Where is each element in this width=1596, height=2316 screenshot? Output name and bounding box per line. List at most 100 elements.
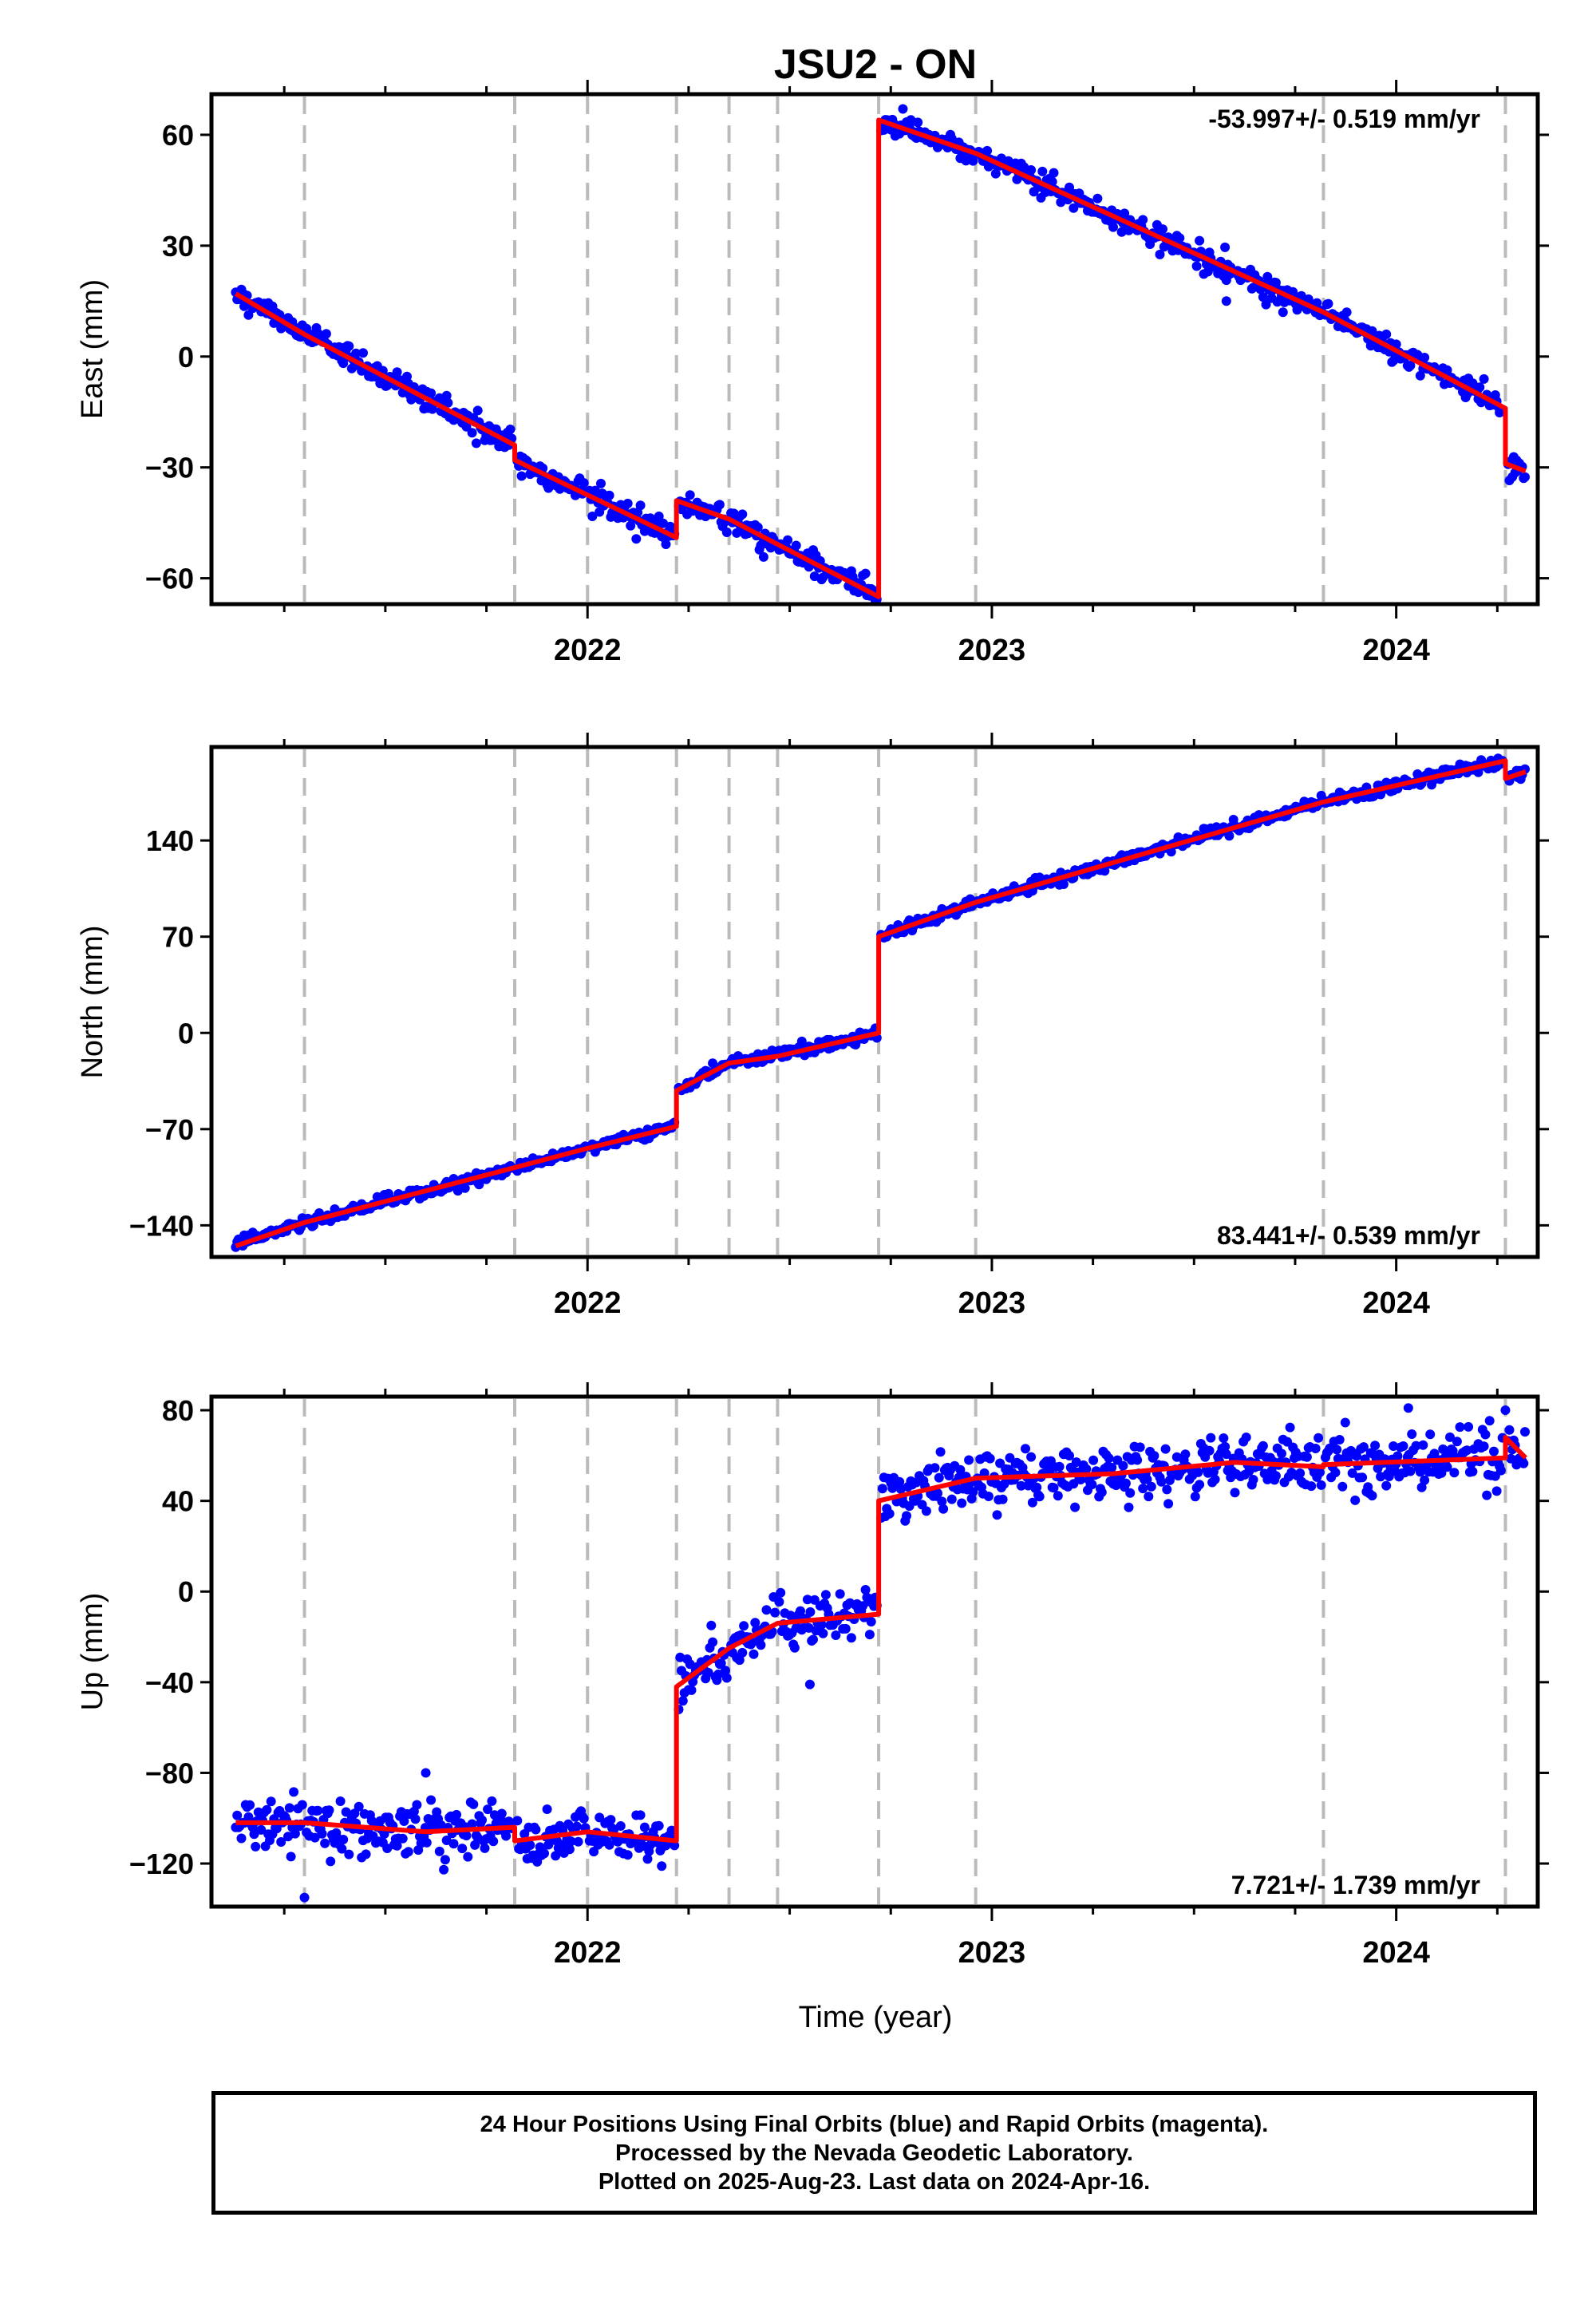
data-point [1464,1421,1474,1432]
data-point [571,1821,582,1832]
data-point [1175,233,1185,243]
data-point [460,1183,470,1193]
data-point [1519,1458,1529,1468]
data-point [1107,1462,1117,1472]
data-point [756,1640,766,1650]
data-point [1021,1444,1030,1454]
y-tick-label: −80 [145,1757,194,1789]
data-point [351,348,361,358]
data-point [934,1472,944,1483]
data-point [631,534,642,544]
data-point [1332,1445,1342,1455]
data-point [1221,1449,1231,1460]
data-point [421,1837,432,1848]
data-point [1069,203,1079,213]
data-point [379,1829,389,1839]
model-line [235,1435,1527,1844]
data-point [256,1824,267,1835]
data-point [573,1836,583,1847]
data-point [1104,1453,1114,1464]
data-point [840,1623,851,1634]
panels: −60 −30 0 30 60 2022 2023 2024 East (mm) -53.997+… [76,80,1549,1970]
data-point [1504,1425,1515,1435]
data-point [412,1800,422,1810]
data-point [551,1851,561,1861]
data-point [335,1796,346,1806]
data-point [289,1787,299,1797]
data-point [1191,261,1202,271]
data-point [1323,298,1333,309]
data-point [604,490,614,500]
data-point [1482,1490,1492,1500]
data-point [1162,1484,1172,1495]
data-point [461,1831,472,1841]
footer-box: 24 Hour Positions Using Final Orbits (bl… [211,2091,1537,2215]
data-point [657,1861,667,1871]
data-point [860,1585,871,1595]
rate-label: 7.721+/- 1.739 mm/yr [1231,1871,1480,1899]
data-point-outlier [299,1892,310,1903]
data-point [1285,1422,1295,1433]
data-point [860,568,871,579]
data-point-outlier [898,104,908,114]
data-point [783,535,793,545]
data-point [596,478,606,488]
data-point [1520,1427,1530,1437]
data-point [820,1590,831,1600]
footer-line-3: Plotted on 2025-Aug-23. Last data on 202… [598,2168,1151,2195]
data-point [595,1812,605,1823]
data-point [1468,1466,1478,1476]
data-point [866,1617,876,1626]
data-point [488,1836,499,1847]
data-point [685,490,695,500]
data-point [982,145,993,156]
data-point [1491,1486,1502,1496]
x-tick-label: 2023 [958,1286,1026,1320]
data-point [1047,176,1057,187]
data-point [1132,1455,1143,1465]
data-point [525,1840,535,1850]
data-point [344,341,354,351]
data-point [749,1649,759,1659]
data-point [1100,866,1110,876]
data-point [999,1479,1009,1489]
data-point [1146,1481,1156,1492]
data-point [992,1510,1002,1520]
data-point [310,1832,320,1843]
data-point [448,1839,459,1849]
data-point [1391,339,1401,350]
data-point [397,1833,408,1844]
data-point [666,1825,677,1836]
data-point [1370,1441,1381,1451]
data-point [403,1847,413,1857]
data-point [791,540,801,551]
chart-title: JSU2 - ON [774,41,977,88]
data-point [1258,292,1268,302]
data-point [686,1685,697,1695]
data-point [1135,1442,1145,1452]
data-point [1314,1433,1324,1443]
plot-frame [209,745,1540,1259]
data-point [480,1843,490,1853]
y-tick-label: 40 [162,1485,194,1518]
data-point [774,1597,784,1607]
data-point [703,1667,713,1678]
data-point [1270,278,1281,288]
data-point [501,1831,512,1841]
data-point [1302,1452,1312,1462]
y-axis-label: Up (mm) [76,1593,109,1711]
data-point [338,358,349,369]
data-point [1484,1416,1495,1426]
data-point [1295,1468,1306,1478]
data-point [1420,353,1430,362]
data-point [884,1508,895,1519]
x-tick-label: 2022 [554,1286,622,1320]
data-point [392,1840,402,1851]
data-point [1120,1478,1131,1488]
data-point [232,1810,243,1820]
data-point [1190,1492,1200,1502]
data-point [1037,166,1048,176]
data-point [721,1666,730,1676]
data-point [1367,1491,1377,1501]
